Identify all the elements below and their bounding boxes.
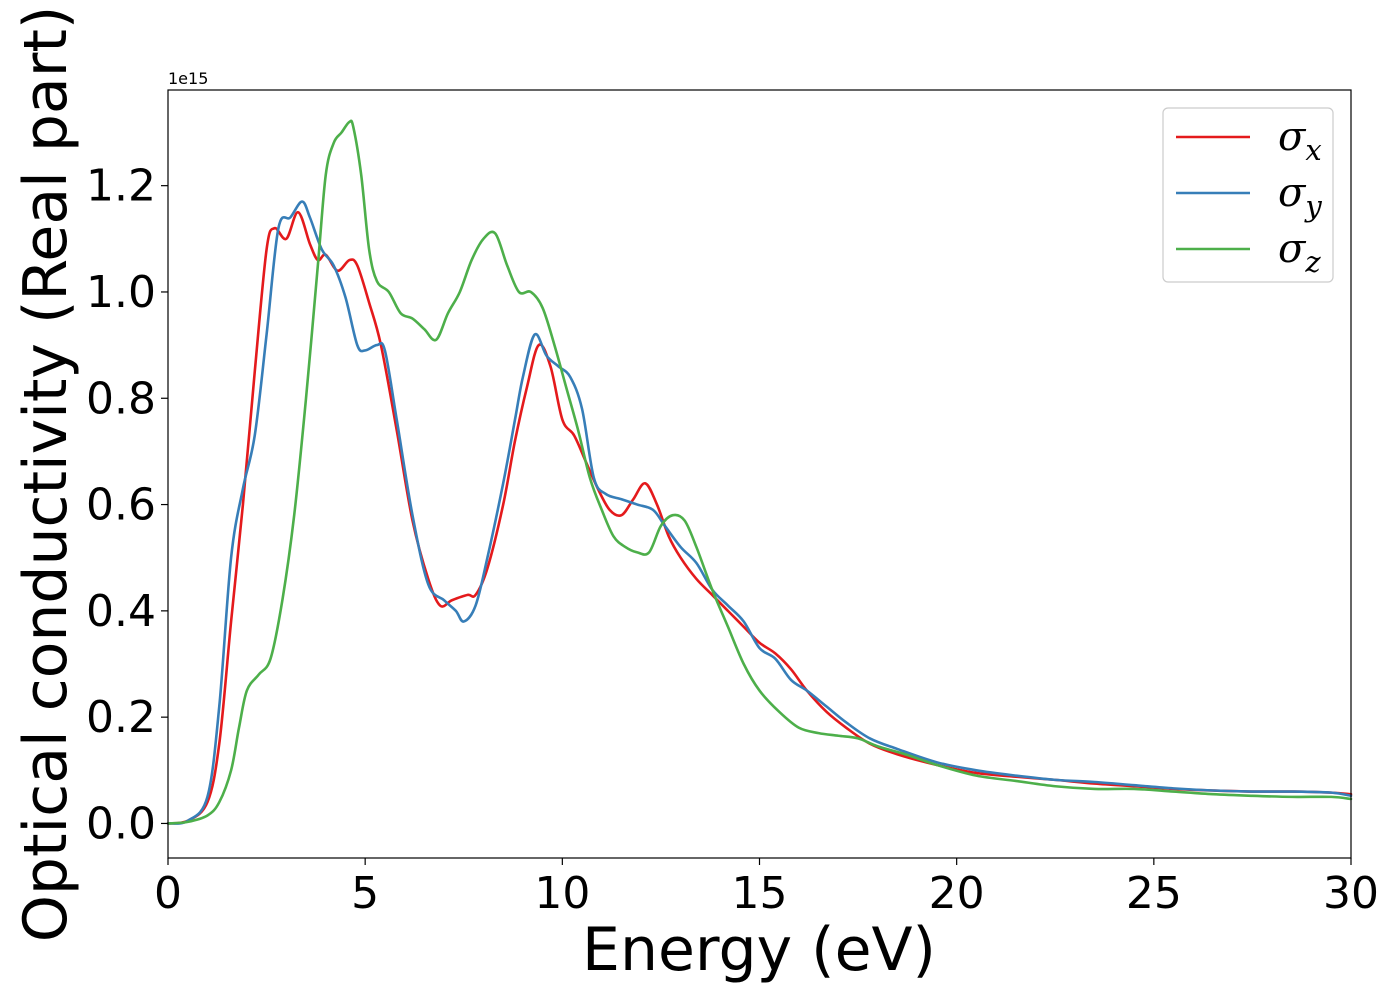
x-axis-ticks: 0 5 10 15 20 25 30 — [154, 858, 1379, 919]
series-line-z — [166, 119, 1353, 825]
x-tick-label: 15 — [732, 868, 788, 919]
x-axis-label: Energy (eV) — [582, 915, 936, 985]
y-tick-label: 0.4 — [86, 586, 156, 637]
y-axis-ticks: 0.0 0.2 0.4 0.6 0.8 1.0 1.2 — [86, 161, 168, 849]
y-tick-label: 0.8 — [86, 373, 156, 424]
x-tick-label: 30 — [1323, 868, 1379, 919]
y-tick-label: 0.2 — [86, 692, 156, 743]
legend-label-x: σx — [1278, 114, 1322, 167]
x-tick-label: 10 — [534, 868, 590, 919]
y-tick-label: 0.0 — [86, 798, 156, 849]
y-tick-label: 1.2 — [86, 161, 156, 212]
x-tick-label: 5 — [351, 868, 379, 919]
series-layer — [166, 119, 1353, 825]
series-line-y — [166, 200, 1353, 825]
x-tick-label: 0 — [154, 868, 182, 919]
y-offset-label: 1e15 — [168, 69, 208, 88]
y-axis-label: Optical conductivity (Real part) — [11, 6, 81, 943]
y-tick-label: 0.6 — [86, 480, 156, 531]
x-tick-label: 25 — [1126, 868, 1182, 919]
legend-label-y: σy — [1278, 170, 1322, 223]
legend-label-z: σz — [1278, 226, 1321, 279]
x-tick-label: 20 — [929, 868, 985, 919]
y-tick-label: 1.0 — [86, 267, 156, 318]
legend-box — [1162, 107, 1334, 283]
